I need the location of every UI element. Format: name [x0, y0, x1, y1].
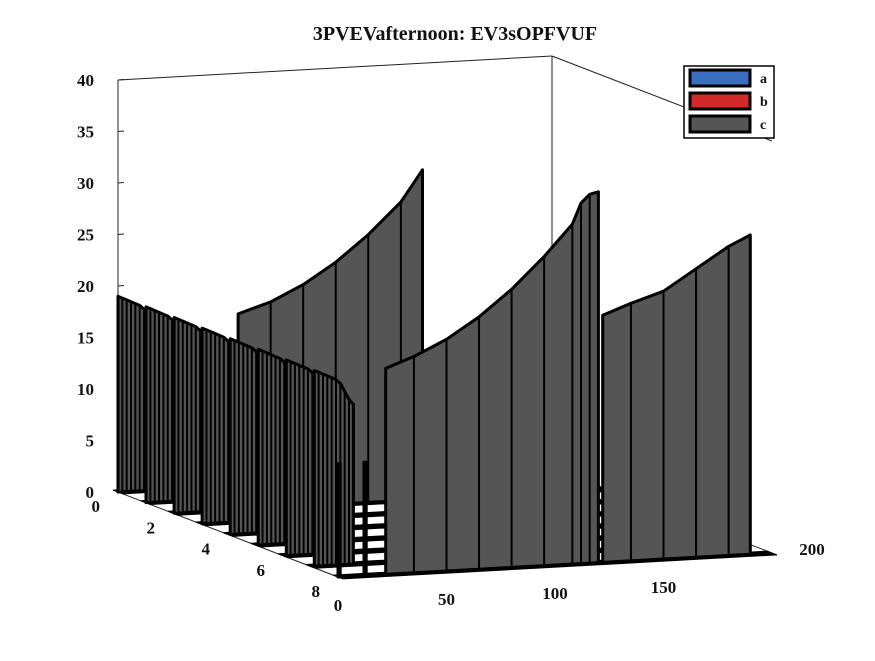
axis-box-line [117, 55, 553, 81]
x-tick-label: 100 [542, 584, 568, 603]
x-tick-label: 150 [651, 578, 677, 597]
legend-swatch-a [688, 68, 752, 88]
series-c-ribbon [312, 369, 355, 568]
z-tick-mark [117, 233, 125, 235]
z-tick-mark [117, 79, 125, 81]
y-tick-label: 2 [147, 518, 156, 537]
z-tick-label: 40 [77, 71, 94, 90]
legend-swatch-b [688, 91, 752, 111]
chart-title: 3PVEVafternoon: EV3sOPFVUF [313, 23, 597, 45]
z-tick-label: 5 [86, 432, 95, 451]
legend-label-a: a [760, 72, 767, 87]
y-tick-label: 8 [312, 582, 321, 601]
legend-swatch-c [688, 114, 752, 134]
z-tick-label: 30 [77, 174, 94, 193]
x-tick-label: 50 [438, 590, 455, 609]
y-tick-label: 6 [257, 561, 266, 580]
legend-label-b: b [760, 95, 768, 110]
x-tick-label: 200 [799, 540, 825, 559]
ribbons-layer [116, 168, 752, 579]
z-tick-label: 35 [77, 123, 94, 142]
z-tick-mark [117, 130, 125, 132]
z-tick-label: 0 [86, 483, 95, 502]
y-tick-label: 0 [92, 497, 101, 516]
x-tick-label: 0 [334, 596, 343, 615]
legend: abc [683, 65, 775, 139]
legend-label-c: c [760, 118, 766, 133]
z-tick-label: 25 [77, 226, 94, 245]
z-tick-mark [117, 285, 125, 287]
z-tick-label: 20 [77, 277, 94, 296]
y-tick-label: 4 [202, 540, 211, 559]
z-tick-mark [117, 182, 125, 184]
z-tick-label: 10 [77, 380, 94, 399]
z-tick-label: 15 [77, 329, 94, 348]
